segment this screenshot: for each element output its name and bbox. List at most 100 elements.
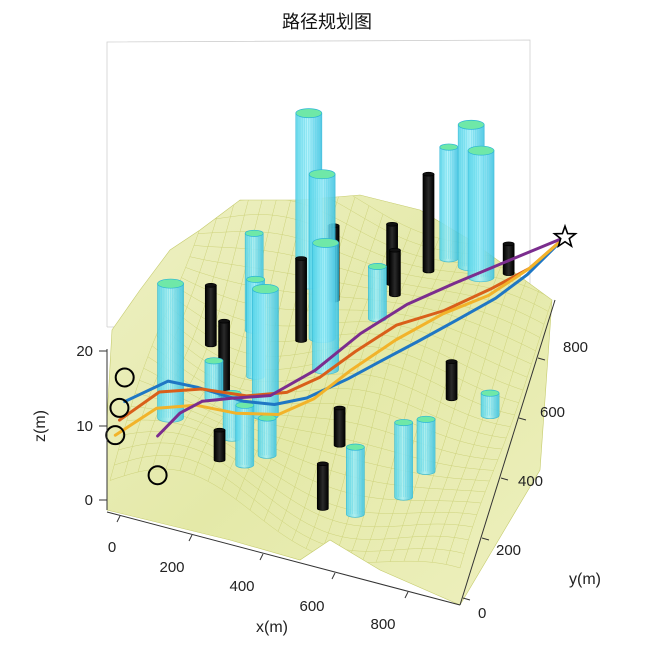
cylinder-body	[316, 463, 329, 511]
terrain-mesh-line	[319, 233, 426, 555]
y-tick-label-600: 600	[540, 404, 565, 421]
cylinder-cap	[316, 461, 329, 467]
cylinder-cap	[157, 278, 184, 289]
cylinder-body	[235, 404, 255, 469]
obstacle-cylinder-black	[422, 171, 435, 274]
cylinder-body	[480, 392, 500, 420]
obstacle-cylinder-cyan	[368, 263, 387, 323]
cylinder-cap	[416, 415, 436, 423]
start-marker	[147, 465, 168, 486]
x-tick-label-200: 200	[159, 559, 184, 576]
z-tick-label-20: 20	[76, 343, 93, 360]
y-tick-800	[537, 357, 546, 361]
z-tick-label-0: 0	[85, 492, 93, 509]
x-tick-600	[331, 572, 336, 580]
cylinder-body	[439, 146, 459, 263]
y-tick-0	[462, 597, 471, 601]
grid-back-left	[106, 39, 531, 327]
cylinder-cap	[422, 171, 435, 177]
terrain-mesh-line	[172, 296, 524, 391]
path-series-line	[113, 235, 567, 437]
cylinder-cap	[368, 263, 387, 271]
cylinder-cap	[295, 256, 307, 261]
cylinder-cap	[394, 419, 413, 427]
obstacle-cylinder-black	[213, 427, 226, 463]
z-axis	[99, 349, 108, 510]
cylinder-cap	[312, 238, 339, 248]
cylinder-cap	[480, 389, 500, 397]
terrain-mesh-line	[109, 468, 461, 569]
terrain-mesh-line	[122, 431, 473, 528]
cylinder-cap	[204, 283, 217, 288]
obstacle-cylinder-black	[445, 359, 458, 402]
cylinder-body	[333, 407, 346, 448]
terrain-mesh-line	[179, 195, 286, 471]
cylinder-cap	[308, 169, 336, 180]
y-tick-label-200: 200	[496, 542, 521, 559]
obstacle-cylinder-cyan	[394, 419, 413, 501]
path-series-line	[118, 235, 567, 422]
terrain-mesh-line	[130, 406, 482, 504]
cylinder-body	[445, 361, 458, 402]
obstacle-cylinder-cyan	[157, 278, 184, 423]
cylinder-body	[389, 249, 401, 298]
cylinder-cap	[346, 443, 365, 451]
cylinder-body	[204, 284, 217, 348]
cylinder-body	[416, 418, 436, 475]
cylinder-body	[257, 417, 277, 459]
x-tick-label-800: 800	[370, 616, 395, 633]
cylinder-cap	[213, 427, 226, 433]
path-series-line	[123, 235, 567, 406]
obstacle-cylinder-cyan	[252, 284, 279, 421]
start-marker	[114, 367, 135, 388]
terrain-mesh-line	[361, 243, 468, 563]
terrain-mesh-line	[389, 246, 496, 562]
terrain-mesh-line	[114, 455, 465, 554]
y-axis-label: y(m)	[569, 571, 601, 588]
chart-title: 路径规划图	[282, 12, 372, 33]
obstacle-cylinder-cyan	[416, 415, 436, 475]
y-tick-label-0: 0	[478, 605, 486, 622]
y-axis	[459, 299, 556, 606]
z-axis-label: z(m)	[32, 410, 49, 442]
terrain-mesh-line	[126, 419, 477, 515]
obstacle-cylinder-black	[295, 256, 307, 343]
terrain-mesh-line	[459, 263, 552, 568]
cylinder-cap	[218, 318, 230, 324]
cylinder-cap	[333, 405, 346, 411]
cylinder-body	[394, 422, 413, 501]
terrain-mesh-line	[403, 248, 510, 562]
path-series-line	[156, 235, 567, 438]
y-axis-line	[459, 299, 556, 606]
terrain-mesh-line	[347, 241, 454, 562]
cylinder-cap	[445, 359, 458, 364]
cylinder-cap	[295, 108, 323, 119]
cylinder-cap	[244, 229, 264, 237]
goal-star-marker	[552, 223, 578, 249]
terrain-mesh-line	[118, 442, 469, 541]
cylinder-cap	[204, 357, 224, 365]
cylinder-cap	[252, 284, 279, 294]
x-tick-label-400: 400	[229, 578, 254, 595]
terrain-mesh-line	[177, 287, 528, 378]
y-tick-200	[481, 537, 490, 541]
z-tick-label-10: 10	[76, 418, 93, 435]
y-tick-label-400: 400	[518, 473, 543, 490]
x-tick-800	[404, 591, 409, 599]
cylinder-cap	[246, 275, 265, 283]
terrain-mesh-line	[181, 277, 532, 365]
obstacle-cylinder-cyan	[467, 145, 495, 283]
x-tick-0	[116, 515, 121, 523]
cylinder-body	[422, 173, 435, 274]
terrain-mesh-line	[137, 195, 244, 473]
x-tick-label-0: 0	[108, 539, 116, 556]
obstacle-cylinder-cyan	[439, 143, 459, 263]
x-tick-200	[188, 534, 193, 542]
start-marker	[109, 397, 130, 418]
obstacle-cylinder-black	[316, 461, 329, 511]
x-tick-label-600: 600	[299, 598, 324, 615]
x-axis-label: x(m)	[256, 619, 288, 636]
terrain-mesh-line	[185, 267, 536, 352]
start-marker	[105, 425, 126, 446]
